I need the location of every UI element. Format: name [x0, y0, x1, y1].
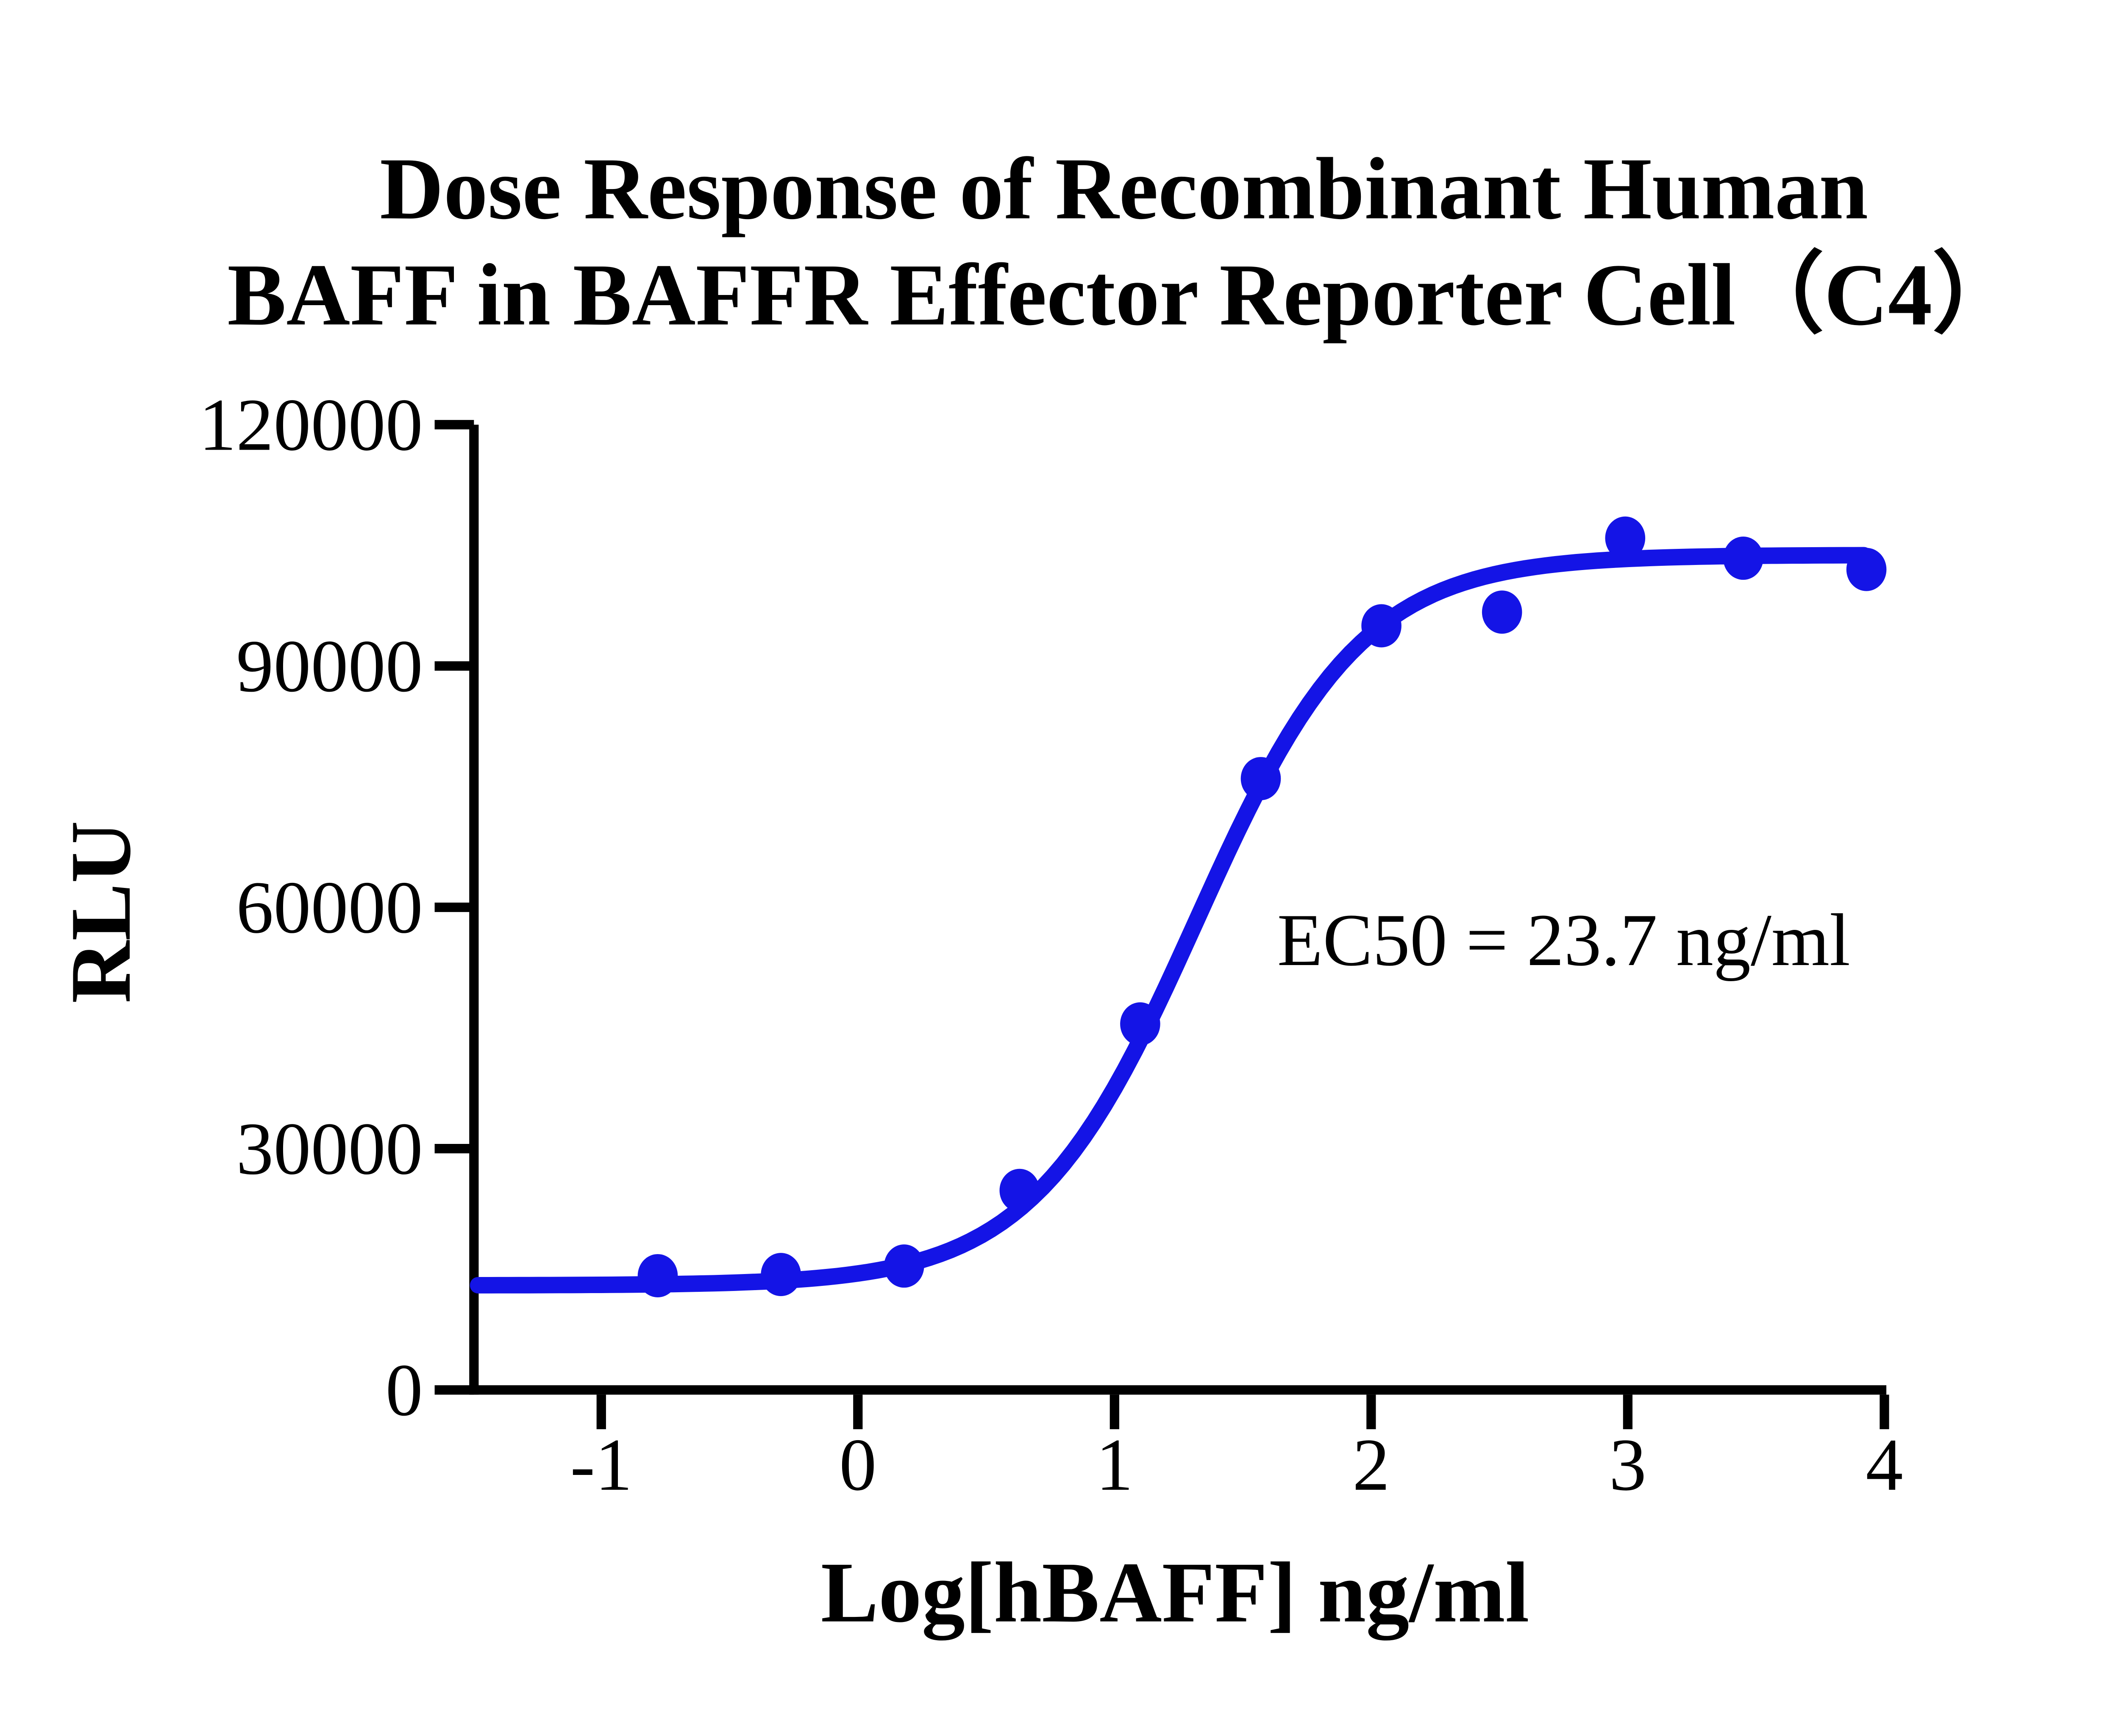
x-tick-label: 2 [1352, 1424, 1390, 1506]
y-tick-label: 30000 [236, 1107, 423, 1190]
data-point-marker [1120, 1002, 1160, 1046]
data-point-marker [1723, 537, 1763, 580]
y-tick-label: 60000 [236, 866, 423, 949]
y-tick-label: 90000 [236, 625, 423, 708]
x-tick-label: -1 [570, 1424, 632, 1506]
chart-title-line1: Dose Response of Recombinant Human [380, 140, 1868, 238]
data-point-marker [761, 1253, 801, 1296]
dose-response-curve [470, 547, 1872, 1294]
data-point-marker [1482, 590, 1522, 634]
y-tick-label: 0 [386, 1349, 423, 1432]
data-point-marker [1846, 548, 1887, 591]
y-tick-label: 120000 [199, 384, 423, 466]
data-point-marker [1240, 757, 1281, 801]
data-point-marker [884, 1244, 924, 1288]
y-axis-title: RLU [53, 821, 149, 1003]
chart-title-line2: BAFF in BAFFR Effector Reporter Cell（C4） [227, 246, 2020, 344]
ec50-annotation: EC50 = 23.7 ng/ml [1277, 899, 1850, 982]
x-tick-label: 3 [1609, 1424, 1646, 1506]
data-point-marker [1361, 604, 1402, 648]
data-point-marker [1605, 516, 1646, 560]
axes: 0 30000 60000 90000 120000 -1 0 1 2 3 4 [199, 384, 1903, 1506]
data-point-marker [637, 1254, 678, 1297]
x-tick-label: 0 [839, 1424, 876, 1506]
fit-curve-group [470, 547, 1872, 1294]
x-tick-label: 1 [1096, 1424, 1133, 1506]
x-axis-title: Log[hBAFF] ng/ml [821, 1545, 1529, 1641]
data-point-marker [999, 1168, 1040, 1212]
x-tick-label: 4 [1866, 1424, 1903, 1506]
data-points-group [637, 516, 1887, 1297]
